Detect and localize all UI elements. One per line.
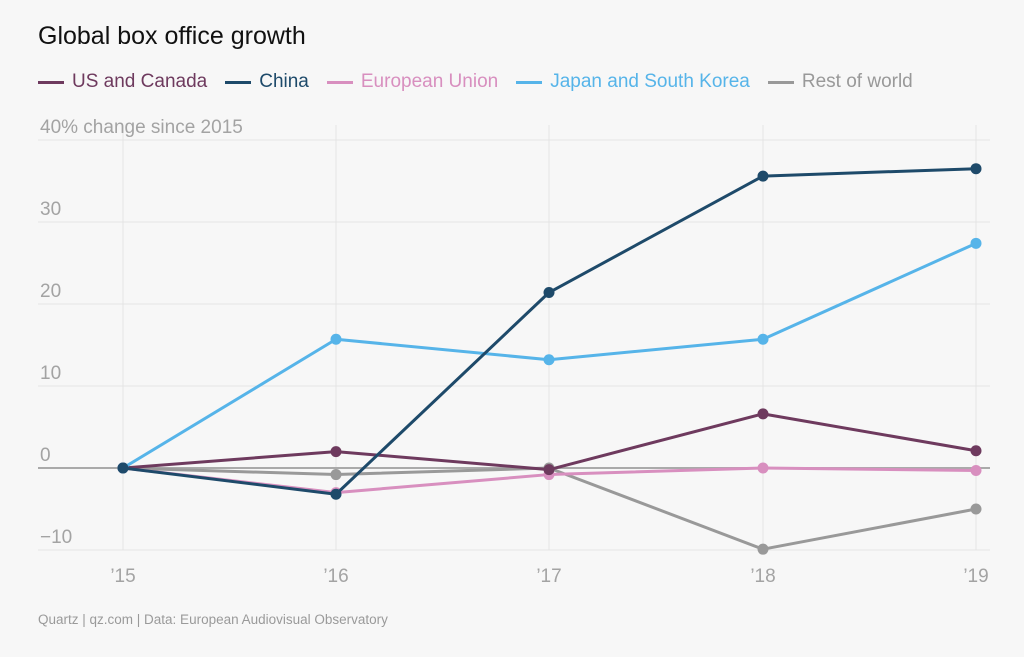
legend-label: US and Canada [72,71,208,92]
data-point [330,488,342,500]
legend-item: European Union [326,71,499,93]
data-point [330,446,342,458]
legend-label: Rest of world [801,71,913,92]
y-tick-label: 10 [40,363,61,384]
data-point [757,170,769,182]
source-note: Quartz | qz.com | Data: European Audiovi… [38,612,388,627]
y-tick-label: 30 [40,199,61,220]
data-point [970,445,982,457]
data-point [970,464,982,476]
data-point [757,408,769,420]
data-point [757,543,769,555]
legend: US and Canada China European Union Japan an… [38,71,913,93]
legend-label: China [259,71,309,92]
legend-swatch [38,80,64,84]
chart-title: Global box office growth [38,22,306,50]
legend-label: Japan and South Korea [550,71,750,92]
x-tick-label: ’15 [110,566,135,587]
data-point [970,503,982,515]
data-point [970,163,982,175]
data-point [757,333,769,345]
data-point [117,462,129,474]
legend-swatch [326,80,353,84]
data-point [330,469,342,481]
x-tick-label: ’16 [323,566,348,587]
legend-item: US and Canada [38,71,207,93]
legend-label: European Union [360,71,499,92]
y-tick-label: 0 [40,445,51,466]
data-point [543,354,555,366]
x-tick-label: ’18 [750,566,775,587]
legend-swatch [516,80,543,84]
legend-swatch [225,80,252,84]
x-tick-label: ’19 [963,566,988,587]
data-point [970,237,982,249]
x-tick-label: ’17 [536,566,561,587]
data-point [543,464,555,476]
legend-item: Rest of world [767,71,913,93]
data-point [757,462,769,474]
y-tick-label: 20 [40,281,61,302]
data-point [543,287,555,299]
y-tick-label: 40% change since 2015 [40,117,243,138]
data-point [330,333,342,345]
legend-item: China [225,71,309,93]
y-tick-label: −10 [40,527,72,548]
legend-swatch [767,80,794,84]
legend-item: Japan and South Korea [516,71,750,93]
